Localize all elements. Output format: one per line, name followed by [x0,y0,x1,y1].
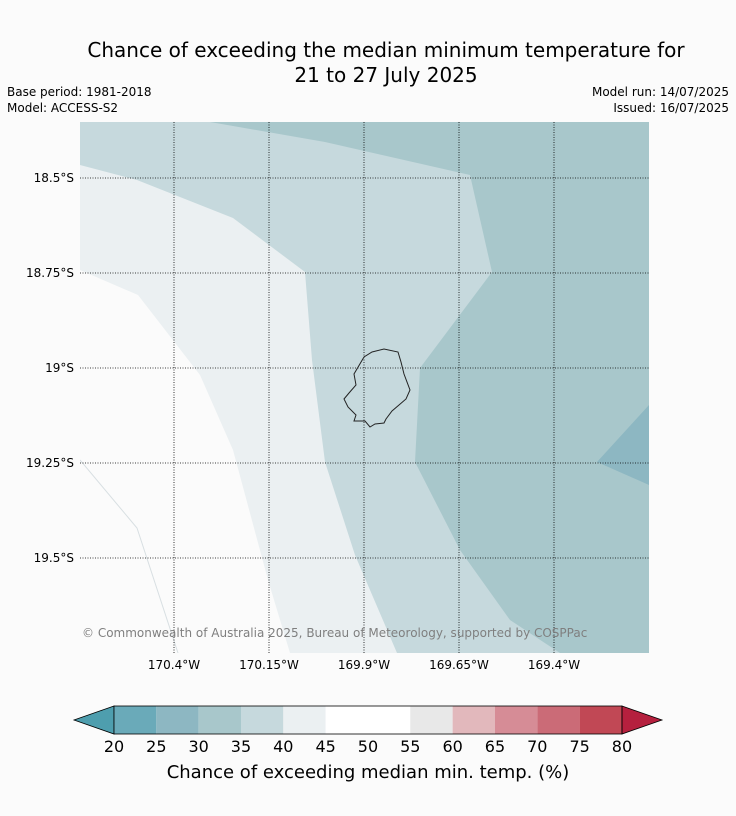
colorbar-tick-label: 30 [188,737,209,756]
contour-line [80,459,179,653]
colorbar-tick-label: 75 [569,737,590,756]
colorbar-tick-label: 65 [484,737,506,756]
colorbar-segment [114,706,157,734]
title-line-2: 21 to 27 July 2025 [294,63,478,87]
colorbar-segment [494,706,538,734]
lon-label-1: 170.4°W [147,658,201,672]
lat-label-5: 19.5°S [33,551,74,565]
base-period: Base period: 1981-2018 [7,85,152,99]
colorbar-segment [410,706,453,734]
forecast-map [80,122,649,653]
colorbar-segment [452,706,495,734]
colorbar-tick-label: 70 [527,737,548,756]
colorbar-tick-label: 40 [273,737,294,756]
colorbar-tick-label: 45 [315,737,336,756]
page-title: Chance of exceeding the median minimum t… [0,38,736,88]
colorbar-segment [240,706,284,734]
copyright-notice: © Commonwealth of Australia 2025, Bureau… [82,626,588,640]
colorbar-label: Chance of exceeding median min. temp. (%… [166,762,570,783]
model-name: Model: ACCESS-S2 [7,101,119,115]
lon-label-3: 169.9°W [337,658,391,672]
colorbar-border [113,705,623,735]
lon-label-2: 170.15°W [239,658,299,672]
colorbar-tick-label: 35 [230,737,252,756]
title-line-1: Chance of exceeding the median minimum t… [87,38,685,62]
colorbar-segment [579,706,622,734]
colorbar-segment [367,706,411,734]
colorbar-over-arrow [621,705,664,735]
colorbar-segment [156,706,199,734]
band-25-30 [597,405,649,485]
colorbar-under-arrow [72,705,115,735]
lat-label-2: 18.75°S [26,266,74,280]
colorbar-segment [198,706,241,734]
lat-label-4: 19.25°S [26,456,74,470]
island-outline [343,348,411,428]
colorbar-tick-label: 55 [400,737,421,756]
graticule [80,122,649,653]
issued-date: Issued: 16/07/2025 [613,101,729,115]
colorbar-tick-label: 60 [442,737,463,756]
lat-label-1: 18.5°S [33,171,74,185]
model-run: Model run: 14/07/2025 [591,85,729,99]
colorbar-tick-label: 20 [103,737,125,756]
lon-label-4: 169.65°W [429,658,489,672]
colorbar-tick-label: 80 [611,737,633,756]
colorbar-segment [283,706,326,734]
colorbar-tick-label: 25 [146,737,167,756]
lat-label-3: 19°S [45,361,74,375]
colorbar-segment [325,706,368,734]
colorbar-tick-label: 50 [357,737,379,756]
meta-left: Base period: 1981-2018 Model: ACCESS-S2 [7,84,152,116]
colorbar-segment [537,706,580,734]
band-30-35 [210,122,649,653]
meta-right: Model run: 14/07/2025 Issued: 16/07/2025 [592,84,729,116]
lon-label-5: 169.4°W [527,658,581,672]
